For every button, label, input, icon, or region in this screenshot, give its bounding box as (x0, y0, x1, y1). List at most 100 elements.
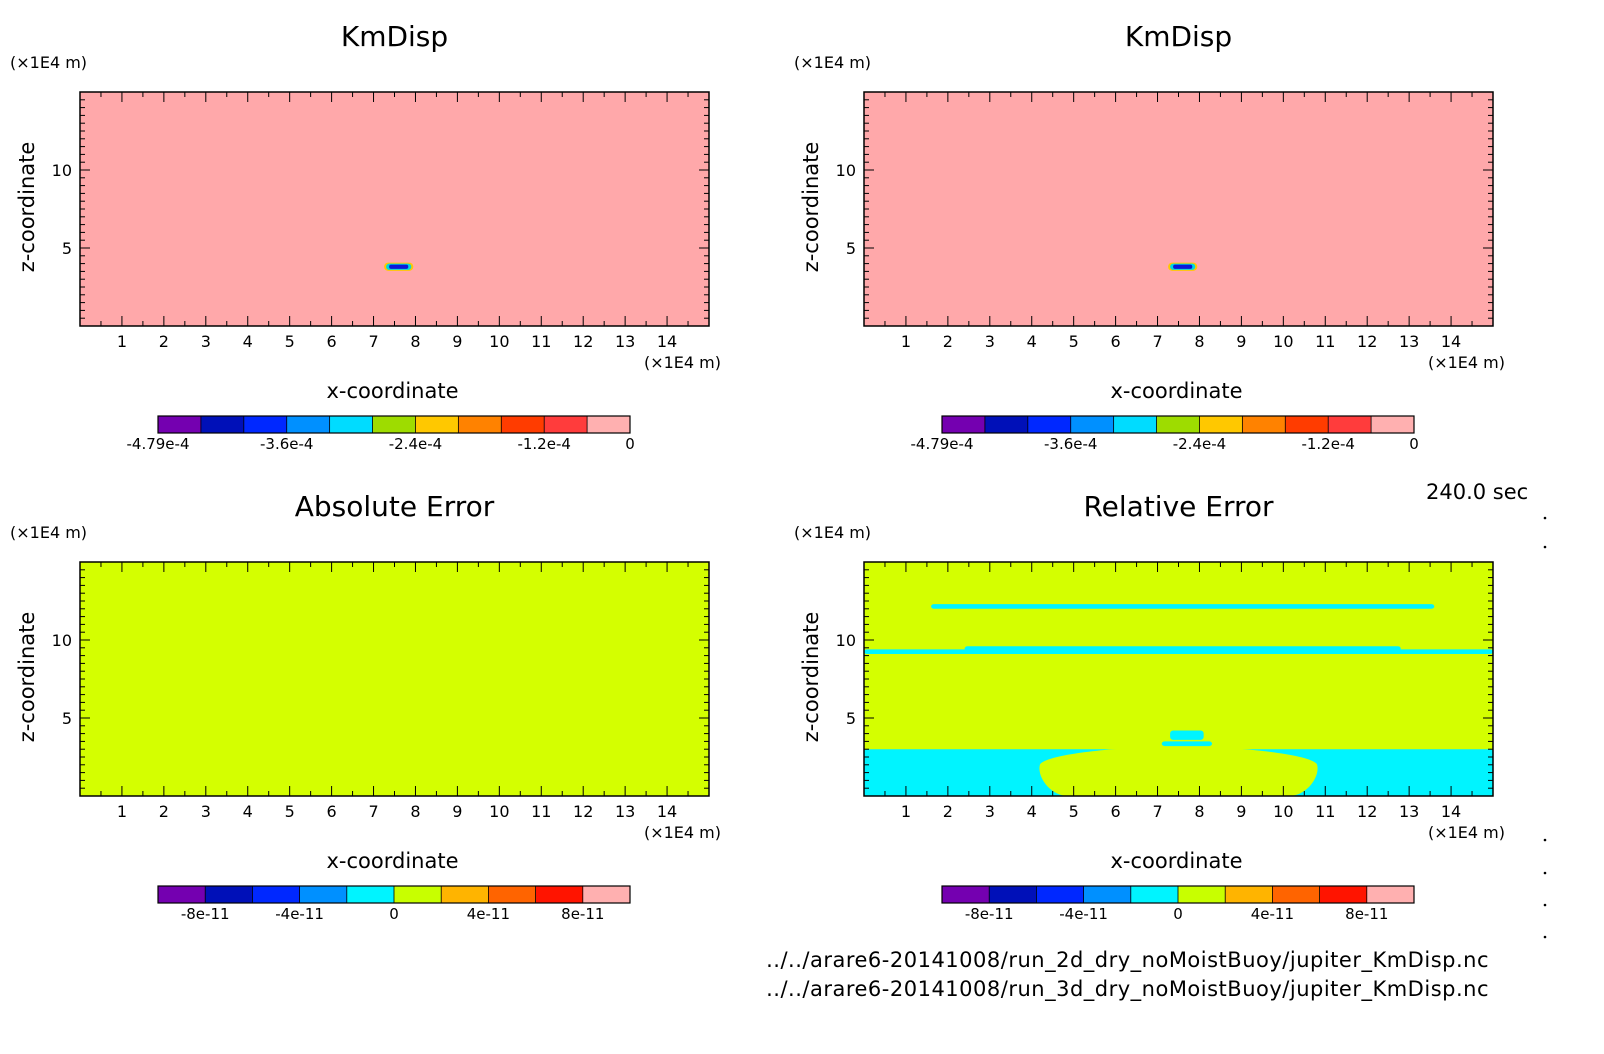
x-tick-label: 3 (201, 332, 211, 351)
colorbar-segment (1272, 886, 1321, 903)
colorbar-label: -8e-11 (181, 905, 230, 923)
colorbar-segment (535, 886, 584, 903)
colorbar-frame (941, 415, 1415, 434)
colorbar-label: -4.79e-4 (911, 435, 974, 453)
colorbar-segment (458, 416, 502, 433)
colorbar-label: -1.2e-4 (1301, 435, 1354, 453)
chart-title: Relative Error (1083, 490, 1274, 523)
contour-band (1170, 730, 1204, 740)
x-tick-label: 14 (657, 802, 677, 821)
colorbar-segment (1027, 416, 1072, 433)
x-tick-label: 2 (943, 332, 953, 351)
x-tick-label: 1 (901, 332, 911, 351)
time-label: 240.0 sec (1426, 480, 1529, 504)
colorbar-label: -4e-11 (275, 905, 324, 923)
edge-dot (1543, 516, 1547, 520)
colorbar-label: -8e-11 (965, 905, 1014, 923)
panel-4: Relative Error(×1E4 m)(×1E4 m)1 2 3 4 5 6 7 8 9 1… (794, 490, 1505, 923)
x-tick-label: 9 (452, 332, 462, 351)
x-unit-label: (×1E4 m) (1428, 823, 1505, 842)
y-unit-label: (×1E4 m) (794, 53, 871, 72)
contour-region (1039, 746, 1318, 796)
plot-area (80, 92, 709, 326)
x-tick-label: 9 (452, 802, 462, 821)
colorbar-segment (1036, 886, 1085, 903)
colorbar-segment (158, 886, 206, 903)
x-tick-label: 11 (531, 332, 551, 351)
x-tick-label: 1 (117, 332, 127, 351)
x-tick-label: 13 (615, 802, 635, 821)
file-path-2d: ../../arare6-20141008/run_2d_dry_noMoist… (766, 948, 1489, 972)
y-axis-label: z-coordinate (799, 142, 823, 273)
colorbar-segment (1199, 416, 1243, 433)
x-axis-label: x-coordinate (1110, 379, 1242, 403)
x-tick-label: 11 (1315, 802, 1335, 821)
chart-title: KmDisp (341, 20, 448, 53)
colorbar-label: -1.2e-4 (517, 435, 570, 453)
y-unit-label: (×1E4 m) (10, 53, 87, 72)
colorbar-segment (1113, 416, 1158, 433)
x-tick-label: 4 (243, 802, 253, 821)
colorbar-label: -4e-11 (1059, 905, 1108, 923)
colorbar-segment (1371, 416, 1415, 433)
x-tick-label: 6 (1111, 332, 1121, 351)
colorbar-segment (1242, 416, 1286, 433)
colorbar-segment (1130, 886, 1179, 903)
x-tick-label: 7 (368, 802, 378, 821)
colorbar-label: -2.4e-4 (1173, 435, 1226, 453)
x-tick-label: 8 (1194, 332, 1204, 351)
contour-band (1161, 741, 1213, 747)
colorbar-label: 4e-11 (467, 905, 510, 923)
x-tick-label: 6 (327, 332, 337, 351)
colorbar-label: 0 (389, 905, 399, 923)
x-tick-label: 4 (1027, 332, 1037, 351)
contour-band (931, 604, 1435, 609)
colorbar-segment (1319, 886, 1368, 903)
colorbar-segment (488, 886, 537, 903)
x-axis-label: x-coordinate (326, 849, 458, 873)
colorbar-frame (157, 415, 631, 434)
y-tick-label: 10 (52, 631, 72, 650)
chart-title: KmDisp (1125, 20, 1232, 53)
colorbar-label: -2.4e-4 (389, 435, 442, 453)
x-tick-label: 11 (1315, 332, 1335, 351)
colorbar-segment (441, 886, 489, 903)
colorbar-segment (372, 416, 416, 433)
x-unit-label: (×1E4 m) (644, 353, 721, 372)
panel-2: KmDisp(×1E4 m)(×1E4 m)1 2 3 4 5 6 7 8 9 10 11 12 13 1… (794, 20, 1505, 453)
colorbar-label: -3.6e-4 (1044, 435, 1097, 453)
x-tick-label: 11 (531, 802, 551, 821)
colorbar-segment (984, 416, 1029, 433)
colorbar-segment (1366, 886, 1415, 903)
colorbar-segment (1070, 416, 1115, 433)
x-tick-label: 14 (1441, 802, 1461, 821)
x-unit-label: (×1E4 m) (644, 823, 721, 842)
y-tick-label: 5 (846, 709, 856, 728)
x-tick-label: 13 (615, 332, 635, 351)
x-tick-label: 12 (573, 802, 593, 821)
contour-blob-core (389, 264, 409, 269)
colorbar-label: 0 (1173, 905, 1183, 923)
edge-dot (1543, 935, 1547, 939)
colorbar-segment (299, 886, 348, 903)
panel-3: Absolute Error(×1E4 m)(×1E4 m)1 2 3 4 5 6 7 8 9 1… (10, 490, 721, 923)
x-axis-label: x-coordinate (1110, 849, 1242, 873)
colorbar-segment (544, 416, 588, 433)
x-tick-label: 10 (1273, 332, 1293, 351)
colorbar-segment (286, 416, 331, 433)
colorbar-segment (200, 416, 245, 433)
colorbar-segment (582, 886, 631, 903)
x-tick-label: 12 (573, 332, 593, 351)
x-tick-label: 2 (159, 332, 169, 351)
colorbar-segment (1285, 416, 1329, 433)
x-tick-label: 1 (901, 802, 911, 821)
colorbar-label: 8e-11 (1345, 905, 1388, 923)
x-tick-label: 1 (117, 802, 127, 821)
colorbar-label: 0 (1409, 435, 1419, 453)
x-tick-label: 3 (201, 802, 211, 821)
y-tick-label: 5 (62, 709, 72, 728)
colorbar-segment (415, 416, 459, 433)
x-tick-label: 12 (1357, 332, 1377, 351)
contour-blob-core (1173, 264, 1193, 269)
